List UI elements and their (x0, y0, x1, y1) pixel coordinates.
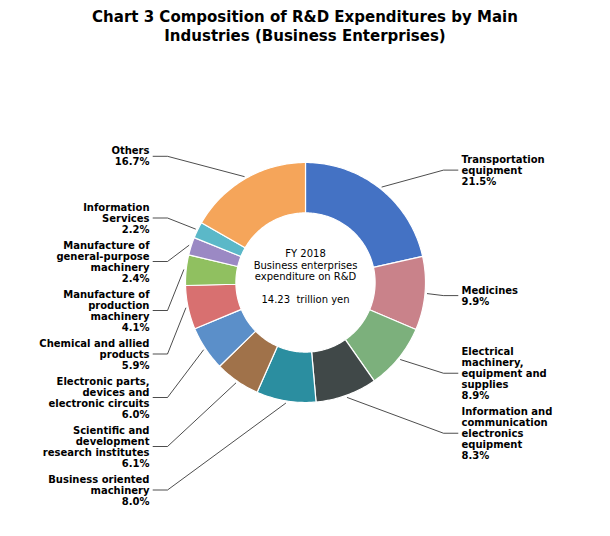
svg-text:Manufacture ofproductionmachin: Manufacture ofproductionmachinery4.1% (63, 288, 150, 332)
html-text:Chart 3 Composition of R&D Exp: Chart 3 Composition of R&D Expenditures … (92, 8, 518, 45)
svg-text:Scientific anddevelopmentresea: Scientific anddevelopmentresearch instit… (43, 424, 150, 468)
svg-text:Transportationequipment21.5%: Transportationequipment21.5% (462, 153, 545, 186)
svg-text:Chemical and alliedproducts5.9: Chemical and alliedproducts5.9% (39, 337, 149, 370)
svg-text:Electronic parts,devices andel: Electronic parts,devices andelectronic c… (49, 375, 150, 419)
svg-text:Others16.7%: Others16.7% (111, 145, 149, 167)
svg-text:InformationServices2.2%: InformationServices2.2% (83, 201, 149, 234)
svg-text:Information andcommunicationel: Information andcommunicationelectronicse… (462, 405, 553, 460)
svg-text:Business orientedmachinery8.0%: Business orientedmachinery8.0% (48, 473, 150, 506)
svg-text:Electricalmachinery,equipment: Electricalmachinery,equipment andsupplie… (462, 345, 547, 400)
svg-text:FY 2018Business enterprisesexp: FY 2018Business enterprisesexpenditure o… (254, 248, 358, 305)
svg-text:Manufacture ofgeneral-purposem: Manufacture ofgeneral-purposemachinery2.… (56, 239, 150, 283)
svg-text:Medicines9.9%: Medicines9.9% (462, 284, 519, 306)
